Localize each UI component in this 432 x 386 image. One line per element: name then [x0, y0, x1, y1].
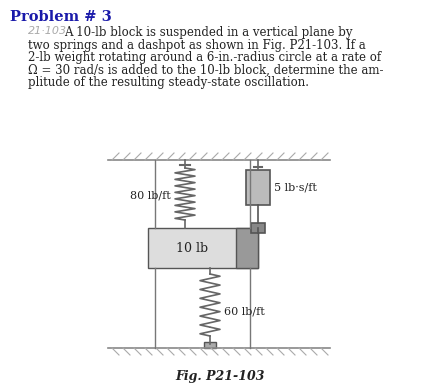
Bar: [251, 223, 265, 233]
Text: 2-lb weight rotating around a 6-in.-radius circle at a rate of: 2-lb weight rotating around a 6-in.-radi…: [28, 51, 381, 64]
Text: Problem # 3: Problem # 3: [10, 10, 112, 24]
Bar: [236, 228, 258, 268]
Text: 60 lb/ft: 60 lb/ft: [224, 306, 265, 316]
Text: 21·103: 21·103: [28, 26, 67, 36]
Text: A 10-lb block is suspended in a vertical plane by: A 10-lb block is suspended in a vertical…: [64, 26, 353, 39]
Text: Fig. P21-103: Fig. P21-103: [175, 370, 265, 383]
Text: two springs and a dashpot as shown in Fig. P21-103. If a: two springs and a dashpot as shown in Fi…: [28, 39, 366, 51]
Bar: [204, 342, 216, 348]
Text: plitude of the resulting steady-state oscillation.: plitude of the resulting steady-state os…: [28, 76, 309, 89]
Text: 80 lb/ft: 80 lb/ft: [130, 190, 171, 200]
Bar: [246, 170, 270, 205]
Text: Ω = 30 rad/s is added to the 10-lb block, determine the am-: Ω = 30 rad/s is added to the 10-lb block…: [28, 64, 384, 76]
Bar: [148, 228, 258, 268]
Text: 5 lb·s/ft: 5 lb·s/ft: [274, 183, 317, 193]
Text: 10 lb: 10 lb: [176, 242, 208, 254]
